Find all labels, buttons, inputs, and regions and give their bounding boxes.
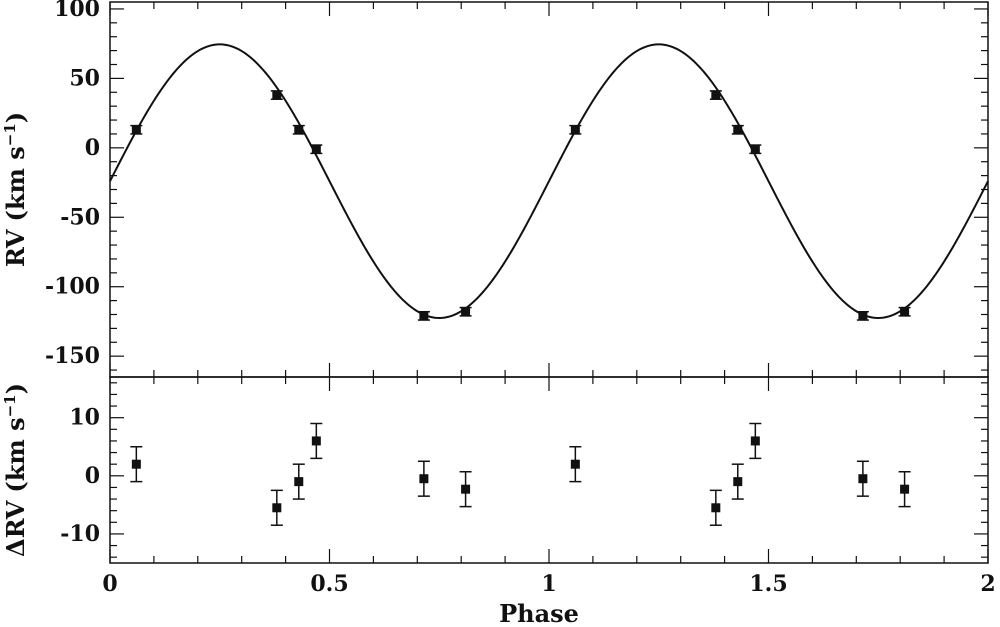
residual-y-axis-title-paren: )	[1, 383, 30, 394]
y-tick-label: 10	[69, 405, 100, 431]
residual-data-point	[711, 503, 721, 513]
x-tick-label: 0	[102, 571, 117, 597]
residual-data-point	[311, 436, 321, 446]
x-axis-title: Phase	[499, 599, 579, 627]
residual-data-point	[858, 474, 868, 484]
residual-data-point	[419, 474, 429, 484]
rv-data-point	[294, 125, 304, 135]
rv-data-point	[311, 144, 321, 154]
x-tick-label: 0.5	[310, 571, 348, 597]
residual-data-point	[294, 477, 304, 487]
rv-data-point	[461, 307, 471, 317]
residual-data-point	[131, 459, 141, 469]
rv-data-point	[733, 125, 743, 135]
x-tick-label: 2	[980, 571, 995, 597]
residual-y-axis-title: ΔRV (km s−1)	[1, 383, 30, 557]
residual-data-point	[750, 436, 760, 446]
rv-panel-frame	[109, 1, 989, 378]
y-tick-label: -10	[60, 521, 100, 547]
rv-data-point	[900, 307, 910, 317]
rv-y-axis-title-main: RV	[1, 229, 30, 267]
rv-model-curve	[109, 43, 989, 319]
rv-data-point	[570, 125, 580, 135]
rv-y-axis-title: RV (km s−1)	[1, 112, 30, 267]
rv-y-axis-title-exp: −1	[1, 123, 19, 146]
x-tick-label: 1.5	[749, 571, 787, 597]
y-tick-label: 0	[85, 135, 100, 161]
rv-data-point	[272, 90, 282, 100]
y-tick-label: -50	[60, 204, 100, 230]
rv-data-point	[419, 311, 429, 321]
residual-data-point	[570, 459, 580, 469]
rv-y-axis-title-unit: (km s	[1, 146, 30, 221]
residual-data-point	[461, 484, 471, 494]
residual-panel-frame	[109, 376, 989, 564]
residual-data-point	[733, 477, 743, 487]
rv-data-point	[858, 311, 868, 321]
rv-data-point	[131, 125, 141, 135]
y-tick-label: -150	[45, 343, 100, 369]
y-tick-label: 0	[85, 463, 100, 489]
residual-y-axis-title-exp: −1	[1, 394, 19, 417]
y-tick-label: -100	[45, 274, 100, 300]
residual-y-axis-title-main: ΔRV	[1, 500, 30, 557]
rv-panel: 100 50 0 -50 -100 -150	[45, 0, 989, 378]
rv-data-point	[750, 144, 760, 154]
rv-y-axis-title-paren: )	[1, 112, 30, 123]
y-tick-label: 100	[54, 0, 100, 22]
residual-panel: 100-100 0.5 1 1.5 2	[60, 376, 996, 597]
x-tick-label: 1	[541, 571, 556, 597]
residual-data-point	[900, 484, 910, 494]
residual-data-point	[272, 503, 282, 513]
residual-y-axis-title-unit: (km s	[1, 417, 30, 492]
rv-data-point	[711, 90, 721, 100]
y-tick-label: 50	[69, 65, 100, 91]
